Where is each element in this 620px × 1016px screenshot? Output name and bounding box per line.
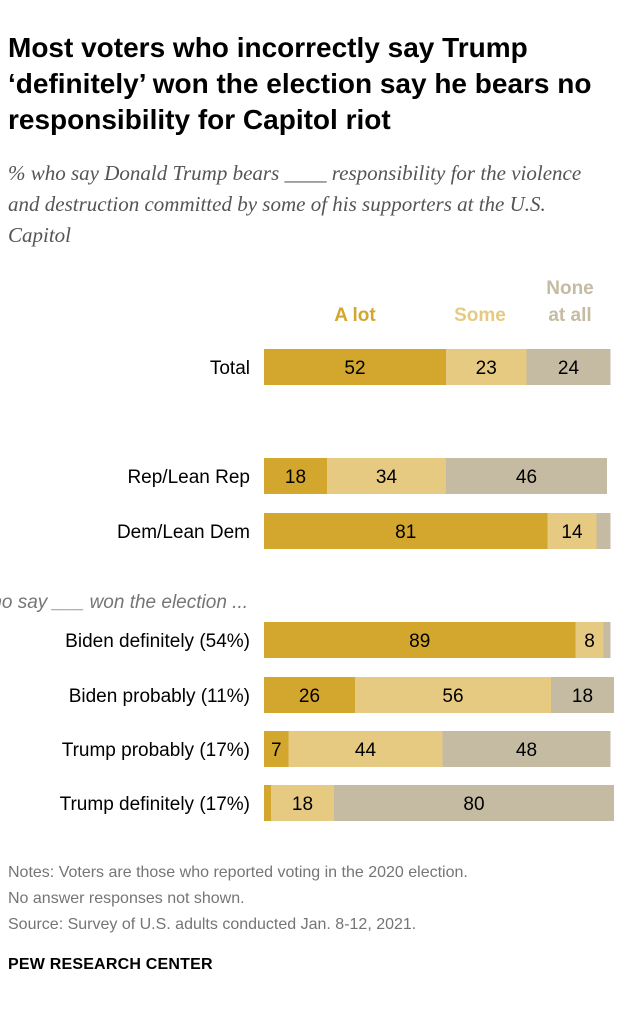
bar-biden-probably-11-some [355,677,551,713]
data-label-trump-definitely-17-2: 80 [463,794,484,815]
data-label-biden-probably-11-0: 26 [299,686,320,707]
bar-dem-lean-dem-some [547,513,597,549]
bar-rep-lean-rep-some [327,458,446,494]
data-label-biden-probably-11-2: 18 [572,686,593,707]
data-label-trump-probably-17-0: 7 [271,740,282,761]
bar-total-some [446,349,527,385]
chart-notes: Notes: Voters are those who reported vot… [8,860,612,938]
pew-logo-text: PEW RESEARCH CENTER [8,956,213,973]
row-label-rep-lean-rep: Rep/Lean Rep [127,467,250,488]
data-label-total-0: 52 [344,358,365,379]
bar-biden-definitely-54-none-at-all [603,622,611,658]
data-label-trump-probably-17-2: 48 [516,740,537,761]
bar-total-a-lot [264,349,446,385]
data-label-dem-lean-dem-0: 81 [395,522,416,543]
bar-biden-probably-11-none-at-all [551,677,614,713]
row-label-dem-lean-dem: Dem/Lean Dem [117,522,250,543]
row-label-biden-definitely-54: Biden definitely (54%) [65,631,250,652]
bar-dem-lean-dem-a-lot [264,513,548,549]
chart-subtitle: % who say Donald Trump bears ____ respon… [8,161,582,247]
legend-label-none-at-all: None [546,278,594,299]
row-label-trump-probably-17: Trump probably (17%) [62,740,250,761]
note-no-answer: No answer responses not shown. [8,890,245,907]
bar-trump-probably-17-a-lot [264,731,289,767]
bar-trump-probably-17-none-at-all [442,731,611,767]
data-label-total-2: 24 [558,358,580,379]
data-label-biden-definitely-54-0: 89 [409,631,430,652]
data-label-rep-lean-rep-0: 18 [285,467,306,488]
bar-trump-probably-17-some [288,731,443,767]
bar-rep-lean-rep-none-at-all [446,458,607,494]
data-label-biden-definitely-54-1: 8 [584,631,595,652]
bar-total-none-at-all [526,349,611,385]
data-label-total-1: 23 [476,358,497,379]
data-label-rep-lean-rep-2: 46 [516,467,537,488]
data-label-trump-probably-17-1: 44 [355,740,377,761]
bar-trump-definitely-17-some [271,785,334,821]
note-voters: Notes: Voters are those who reported vot… [8,864,468,881]
row-label-total: Total [210,358,250,379]
data-label-dem-lean-dem-1: 14 [561,522,583,543]
bar-trump-definitely-17-none-at-all [334,785,614,821]
legend-label-a-lot: A lot [334,305,376,326]
row-label-biden-probably-11: Biden probably (11%) [69,686,250,707]
stacked-bar-chart: A lot Some None at all Among voters who say … [0,278,614,821]
bar-rep-lean-rep-a-lot [264,458,327,494]
legend-label-some: Some [454,305,506,326]
section-label: Among voters who say ___ won the electio… [0,592,248,613]
bar-biden-definitely-54-some [575,622,604,658]
source-note: Source: Survey of U.S. adults conducted … [8,916,417,933]
data-label-trump-definitely-17-1: 18 [292,794,313,815]
chart-title: Most voters who incorrectly say Trump ‘d… [8,32,592,135]
legend-label-none-at-all: at all [548,305,591,326]
bar-biden-definitely-54-a-lot [264,622,576,658]
data-label-biden-probably-11-1: 56 [442,686,463,707]
bar-biden-probably-11-a-lot [264,677,355,713]
row-label-trump-definitely-17: Trump definitely (17%) [60,794,250,815]
data-label-rep-lean-rep-1: 34 [376,467,398,488]
bar-trump-definitely-17-a-lot [264,785,271,821]
bar-dem-lean-dem-none-at-all [596,513,611,549]
